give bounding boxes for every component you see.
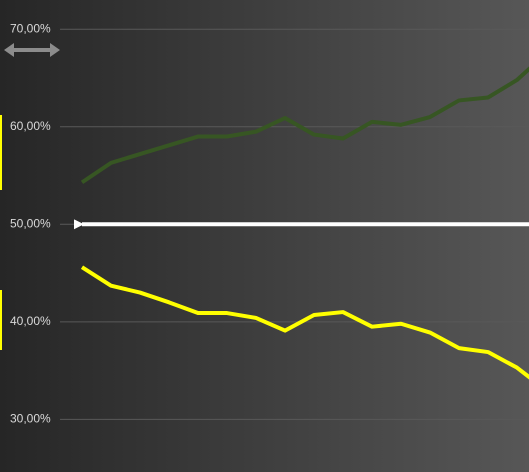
y-tick-label: 70,00% xyxy=(10,21,51,35)
double-arrow xyxy=(4,43,60,57)
edge-strip xyxy=(0,290,2,350)
y-tick-label: 60,00% xyxy=(10,119,51,133)
y-tick-label: 40,00% xyxy=(10,314,51,328)
series-line xyxy=(80,66,529,185)
series-line xyxy=(80,265,529,380)
y-tick-label: 50,00% xyxy=(10,216,51,230)
edge-strip xyxy=(0,115,2,190)
y-tick-label: 30,00% xyxy=(10,412,51,426)
